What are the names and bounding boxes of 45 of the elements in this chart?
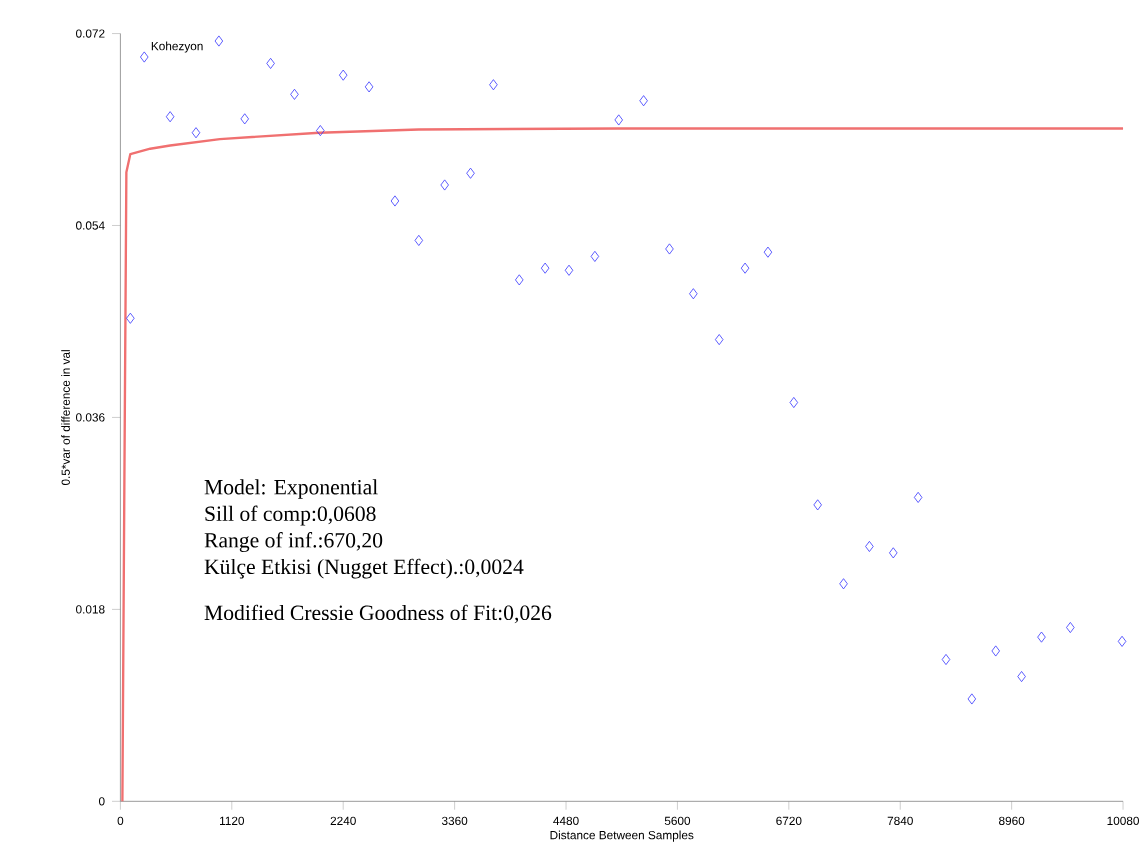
point <box>140 51 149 63</box>
annotation: Modified Cressie Goodness of Fit:0,026 <box>204 604 552 623</box>
point <box>789 396 799 408</box>
point <box>414 234 424 246</box>
point <box>390 195 400 207</box>
point <box>515 274 524 286</box>
point <box>338 69 348 81</box>
point <box>991 645 1000 657</box>
point <box>689 287 698 299</box>
point <box>839 577 848 589</box>
point <box>316 124 325 136</box>
point <box>466 167 475 179</box>
point <box>440 179 449 191</box>
point <box>1017 670 1026 682</box>
point <box>639 94 648 106</box>
point <box>191 126 201 138</box>
point <box>489 78 498 90</box>
annotation: Model: Exponential <box>204 478 378 499</box>
point <box>614 114 623 126</box>
annotation: Külçe Etkisi (Nugget Effect).:0,0024 <box>204 558 524 579</box>
annotation: Sill of comp:0,0608 <box>205 505 376 526</box>
point <box>1117 635 1127 647</box>
point <box>214 35 224 47</box>
point <box>865 540 874 552</box>
point <box>364 81 374 93</box>
point <box>1037 631 1046 643</box>
point <box>913 491 923 503</box>
point <box>266 57 275 69</box>
point <box>889 547 898 559</box>
point <box>941 653 951 665</box>
point <box>165 110 175 122</box>
point <box>126 312 135 324</box>
annotation: Range of inf.:670,20 <box>204 531 383 552</box>
point <box>540 262 550 274</box>
point <box>813 499 822 511</box>
point <box>564 264 574 276</box>
point <box>714 333 724 345</box>
point <box>665 243 674 255</box>
point <box>240 113 249 125</box>
point <box>763 246 773 258</box>
point <box>290 88 299 100</box>
point <box>967 693 977 705</box>
point <box>590 250 600 262</box>
point <box>1066 621 1075 633</box>
point <box>740 262 750 274</box>
